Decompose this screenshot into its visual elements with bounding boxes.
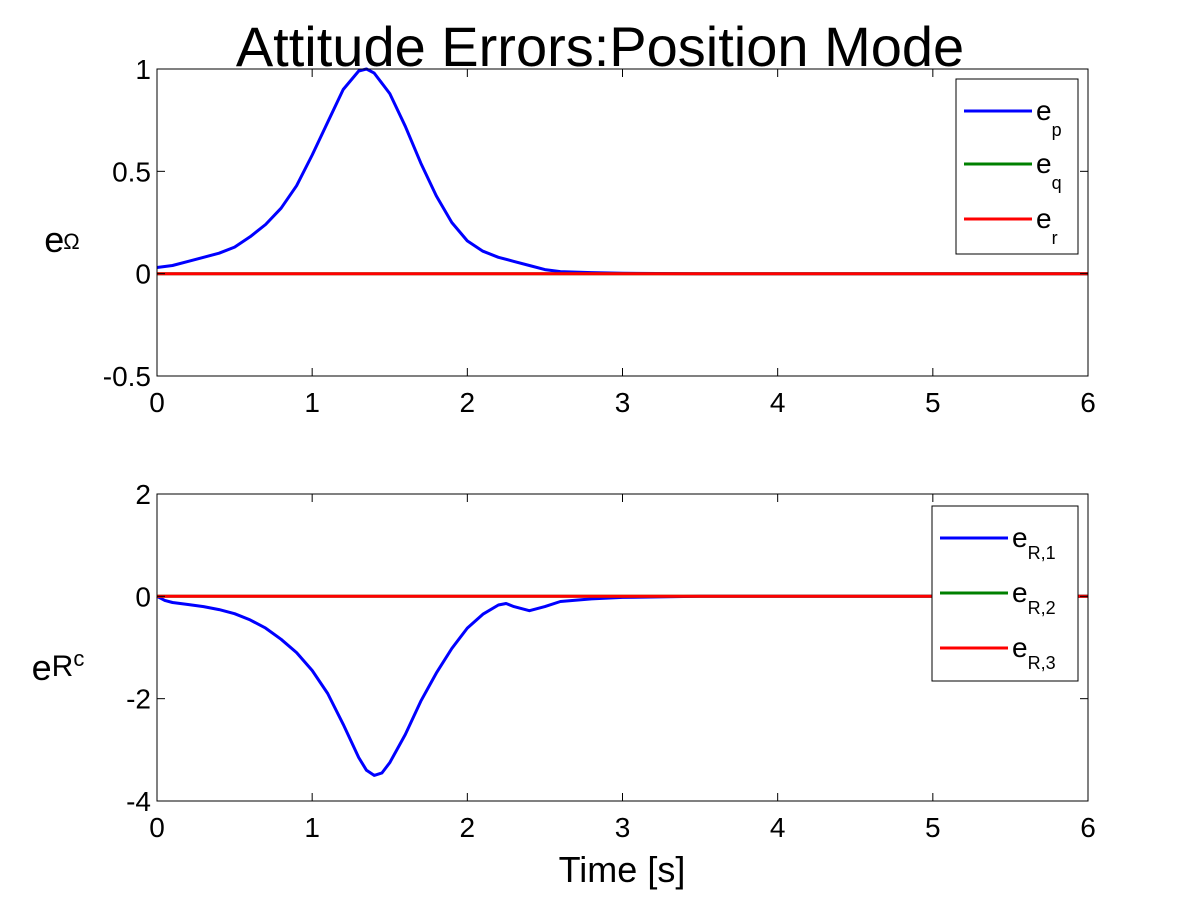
x-tick-label: 4 bbox=[770, 812, 786, 843]
x-tick-label: 1 bbox=[304, 812, 320, 843]
x-tick-label: 0 bbox=[149, 387, 165, 418]
x-tick-label: 1 bbox=[304, 387, 320, 418]
legend-label-er3: eR,3 bbox=[1012, 632, 1056, 673]
y-tick-label: 0.5 bbox=[112, 156, 151, 187]
x-tick-label: 3 bbox=[615, 387, 631, 418]
x-tick-label: 3 bbox=[615, 812, 631, 843]
legend: ep eq er bbox=[955, 78, 1079, 255]
x-tick-label: 5 bbox=[925, 812, 941, 843]
y-tick-label: 0 bbox=[135, 259, 151, 290]
y-axis-label: eΩ bbox=[44, 219, 79, 260]
y-tick-label: 1 bbox=[135, 54, 151, 85]
series-group bbox=[156, 67, 1088, 276]
legend-label-eq: eq bbox=[1036, 148, 1062, 193]
figure-title: Attitude Errors:Position Mode bbox=[236, 15, 964, 78]
y-axis-label-main: e bbox=[32, 647, 52, 688]
x-tick-label: 6 bbox=[1080, 812, 1096, 843]
y-axis-label: eRc bbox=[32, 646, 85, 688]
subplot-attitude-error: 0 1 2 3 4 5 6 -4 -2 0 2 eRc eR,1 eR,2 eR,3 bbox=[32, 479, 1096, 843]
y-tick-label: -0.5 bbox=[103, 361, 151, 392]
series-line-0 bbox=[156, 594, 1088, 777]
x-tick-label: 0 bbox=[149, 812, 165, 843]
y-tick-label: 2 bbox=[135, 479, 151, 510]
y-axis-label-sub: R bbox=[52, 650, 74, 683]
tick-group: 0 1 2 3 4 5 6 -4 -2 0 2 bbox=[126, 479, 1096, 843]
legend-label-er1: eR,1 bbox=[1012, 522, 1056, 563]
subplot-angular-velocity-error: 0 1 2 3 4 5 6-0.500.51 eΩ ep eq er bbox=[44, 54, 1096, 418]
legend: eR,1 eR,2 eR,3 bbox=[931, 505, 1079, 682]
tick-group: 0 1 2 3 4 5 6-0.500.51 bbox=[103, 54, 1096, 418]
legend-label-ep: ep bbox=[1036, 95, 1062, 140]
y-axis-label-sub: Ω bbox=[63, 229, 79, 254]
x-tick-label: 5 bbox=[925, 387, 941, 418]
x-tick-label: 6 bbox=[1080, 387, 1096, 418]
axes-frame bbox=[156, 68, 1089, 377]
x-tick-label: 2 bbox=[460, 387, 476, 418]
x-tick-label: 2 bbox=[460, 812, 476, 843]
y-tick-label: -4 bbox=[126, 786, 151, 817]
y-axis-label-main: e bbox=[44, 219, 64, 260]
y-axis-label-subsub: c bbox=[73, 646, 84, 671]
y-tick-label: 0 bbox=[135, 581, 151, 612]
legend-label-er2: eR,2 bbox=[1012, 577, 1056, 618]
series-line-0 bbox=[156, 67, 1088, 276]
legend-box bbox=[955, 78, 1079, 255]
x-axis-label: Time [s] bbox=[559, 849, 686, 890]
legend-label-er: er bbox=[1036, 203, 1058, 248]
y-tick-label: -2 bbox=[126, 684, 151, 715]
x-tick-label: 4 bbox=[770, 387, 786, 418]
